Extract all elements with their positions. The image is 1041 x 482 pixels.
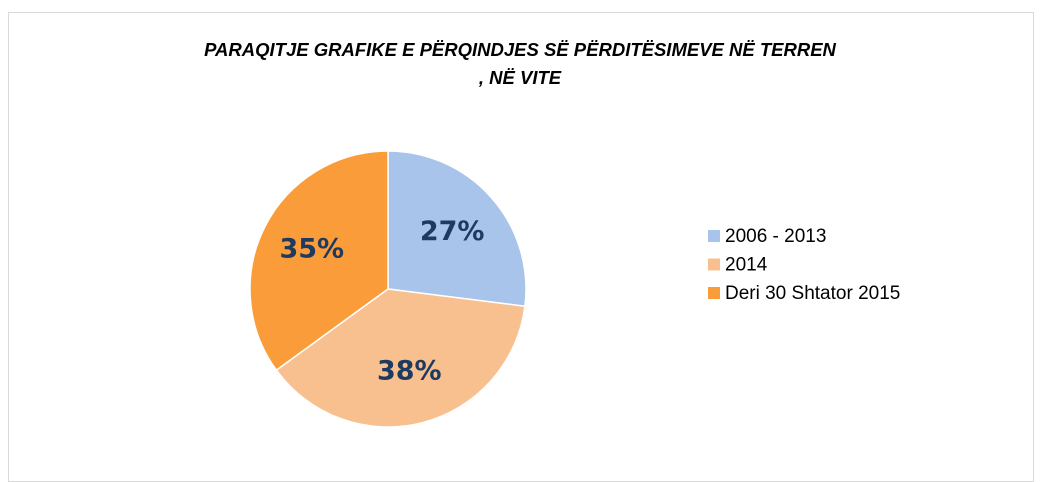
legend-label: 2006 - 2013 — [725, 226, 826, 247]
chart: 27% 38% 35% 2006 - 2013 2014 Deri 30 Shtator … — [249, 150, 900, 428]
pie-slice — [249, 150, 389, 372]
legend-swatch — [708, 287, 720, 299]
legend-swatch — [708, 258, 720, 271]
chart-title: PARAQITJE GRAFIKE E PËRQINDJES SË PËRDIT… — [204, 39, 836, 88]
data-label: 27% — [420, 216, 485, 247]
legend-swatch — [708, 230, 720, 242]
legend-label: 2014 — [725, 255, 768, 276]
data-label: 35% — [279, 234, 344, 265]
pie-slice — [387, 150, 527, 308]
data-label: 38% — [377, 355, 442, 386]
page: PARAQITJE GRAFIKE E PËRQINDJES SË PËRDIT… — [8, 12, 1034, 482]
pie-slice — [275, 288, 526, 428]
legend-label: Deri 30 Shtator 2015 — [725, 283, 900, 304]
